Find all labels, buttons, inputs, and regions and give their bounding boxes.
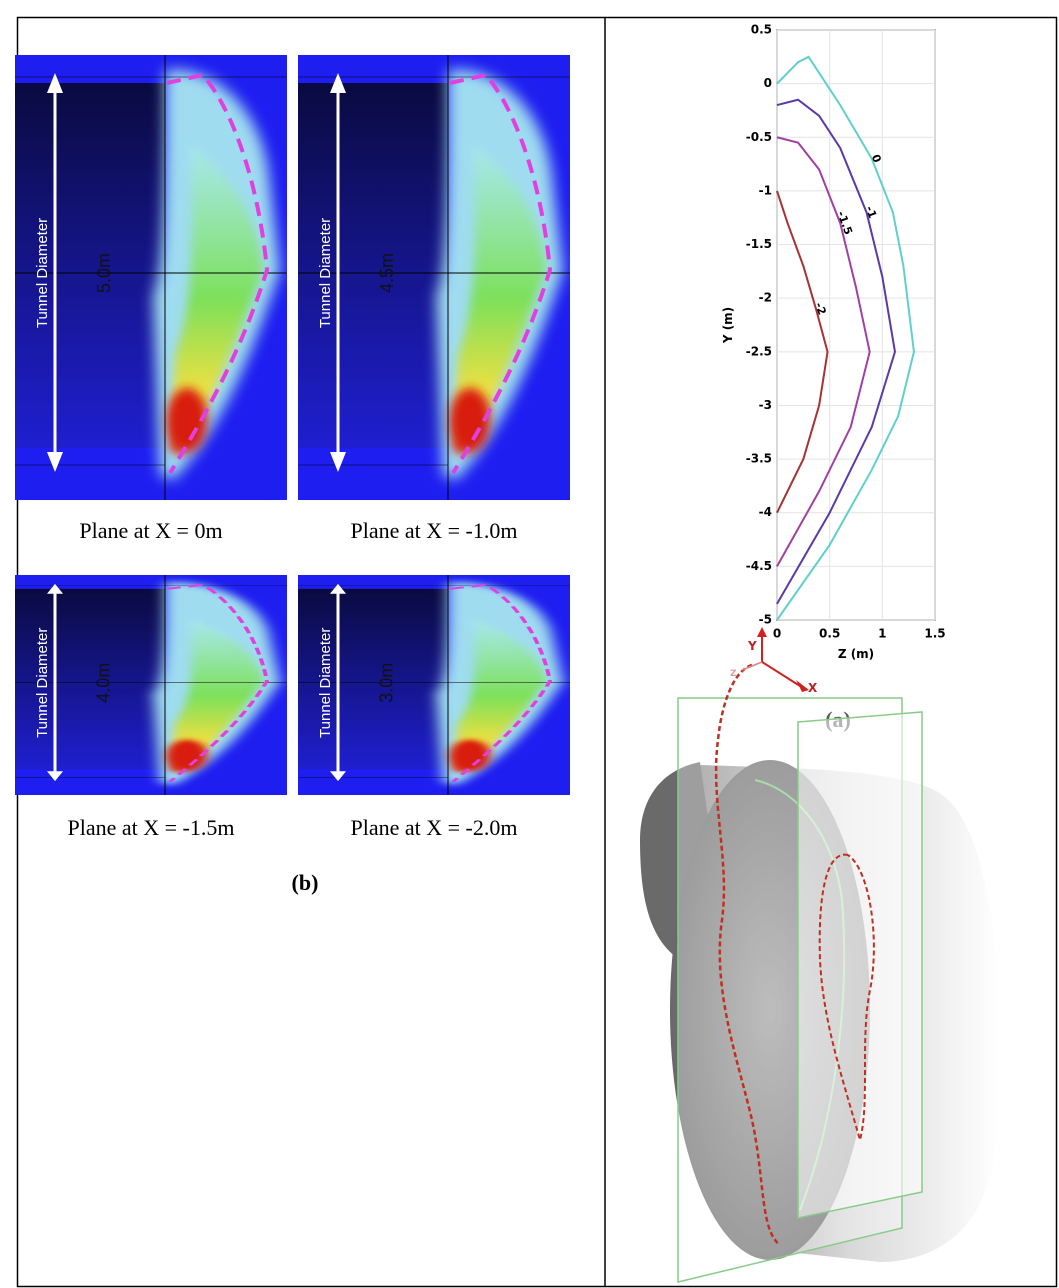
contour-line	[776, 136, 871, 567]
arrowhead	[330, 452, 346, 472]
arrowhead	[330, 73, 346, 93]
hot-spot	[167, 388, 207, 452]
arrowhead	[47, 73, 63, 93]
boundary-dashed	[166, 583, 270, 783]
contour-label: -2	[812, 301, 828, 317]
panel-caption: Plane at X = -1.5m	[68, 815, 235, 840]
x-tick-label: 1	[878, 627, 886, 641]
hot-spot	[450, 388, 490, 452]
axis-label-z: Z	[730, 669, 737, 679]
hot-spot	[450, 739, 490, 772]
boundary-dashed	[449, 72, 553, 475]
x-tick-label: 1.5	[924, 627, 945, 641]
y-tick-label: -1.5	[746, 237, 772, 251]
heatmap	[15, 55, 287, 500]
heatmap	[298, 55, 570, 500]
contour-label: -1	[863, 204, 879, 220]
contour-label: 0	[869, 153, 884, 165]
heatmap-panels: Tunnel Diameter 5.0m Plane at X = 0m Tunnel…	[15, 55, 570, 840]
tunnel-3d: Y X Z	[640, 627, 1000, 1283]
panel-caption: Plane at X = -1.0m	[351, 518, 518, 543]
plume-core	[170, 619, 263, 773]
dark-region	[15, 588, 165, 770]
contour-line	[776, 98, 896, 605]
y-tick-label: 0	[764, 76, 772, 90]
plume-core	[170, 145, 263, 455]
arrow-label: Tunnel Diameter	[317, 218, 334, 328]
arrow-label: Tunnel Diameter	[34, 218, 51, 328]
panel-caption: Plane at X = -2.0m	[351, 815, 518, 840]
dark-region	[15, 83, 165, 448]
dark-region	[298, 588, 448, 770]
boundary-dashed	[166, 72, 270, 475]
plume-core	[453, 145, 546, 455]
diameter-label: 4.5m	[377, 253, 397, 293]
arrowhead	[330, 771, 346, 782]
arrowhead	[330, 583, 346, 594]
arrowhead	[47, 452, 63, 472]
y-tick-label: -2	[759, 291, 772, 305]
contour-dashed-back	[818, 853, 875, 1144]
diameter-label: 5.0m	[94, 253, 114, 293]
x-axis-arrow	[761, 661, 801, 687]
z-axis-arrow	[741, 661, 763, 671]
axis-label-y: Y	[747, 639, 757, 653]
plume-core	[453, 619, 546, 773]
contour-line	[776, 55, 915, 621]
arrow-label: Tunnel Diameter	[34, 628, 51, 738]
diameter-label: 4.0m	[94, 663, 114, 703]
y-tick-label: -3.5	[746, 452, 772, 466]
y-tick-label: -1	[759, 183, 772, 197]
arrowhead	[47, 771, 63, 782]
contour-line	[776, 190, 829, 514]
axis-label-x: X	[808, 681, 818, 695]
y-tick-label: -0.5	[746, 130, 772, 144]
y-tick-label: 0.5	[751, 23, 772, 37]
label-b: (b)	[292, 870, 319, 895]
panel-caption: Plane at X = 0m	[79, 518, 222, 543]
dark-region	[298, 83, 448, 448]
hot-spot	[167, 739, 207, 772]
y-tick-label: -3	[759, 398, 772, 412]
y-tick-label: -2.5	[746, 344, 772, 358]
boundary-dashed	[449, 583, 553, 783]
contour-chart: -5 -4.5 -4 -3.5 -3 -2.5 -2 -1.5 -1 -0.5 0 0.5 0 0.5 1 1…	[721, 23, 946, 662]
arrowhead	[796, 680, 809, 692]
x-tick-label: 0.5	[819, 627, 840, 641]
contour-dashed-front	[714, 663, 781, 1246]
y-tick-label: -5	[759, 613, 772, 627]
arrowhead	[47, 583, 63, 594]
heatmap	[298, 575, 570, 795]
plot-area	[776, 29, 936, 621]
x-tick-label: 0	[773, 627, 781, 641]
x-axis-label: Z (m)	[838, 647, 874, 661]
arrowhead	[757, 627, 767, 637]
y-tick-label: -4	[759, 505, 772, 519]
y-tick-label: -4.5	[746, 559, 772, 573]
plane-back	[797, 711, 923, 1219]
diameter-label: 3.0m	[377, 663, 397, 703]
heatmap	[15, 575, 287, 795]
arrow-label: Tunnel Diameter	[317, 628, 334, 738]
y-axis-label: Y (m)	[721, 307, 735, 344]
